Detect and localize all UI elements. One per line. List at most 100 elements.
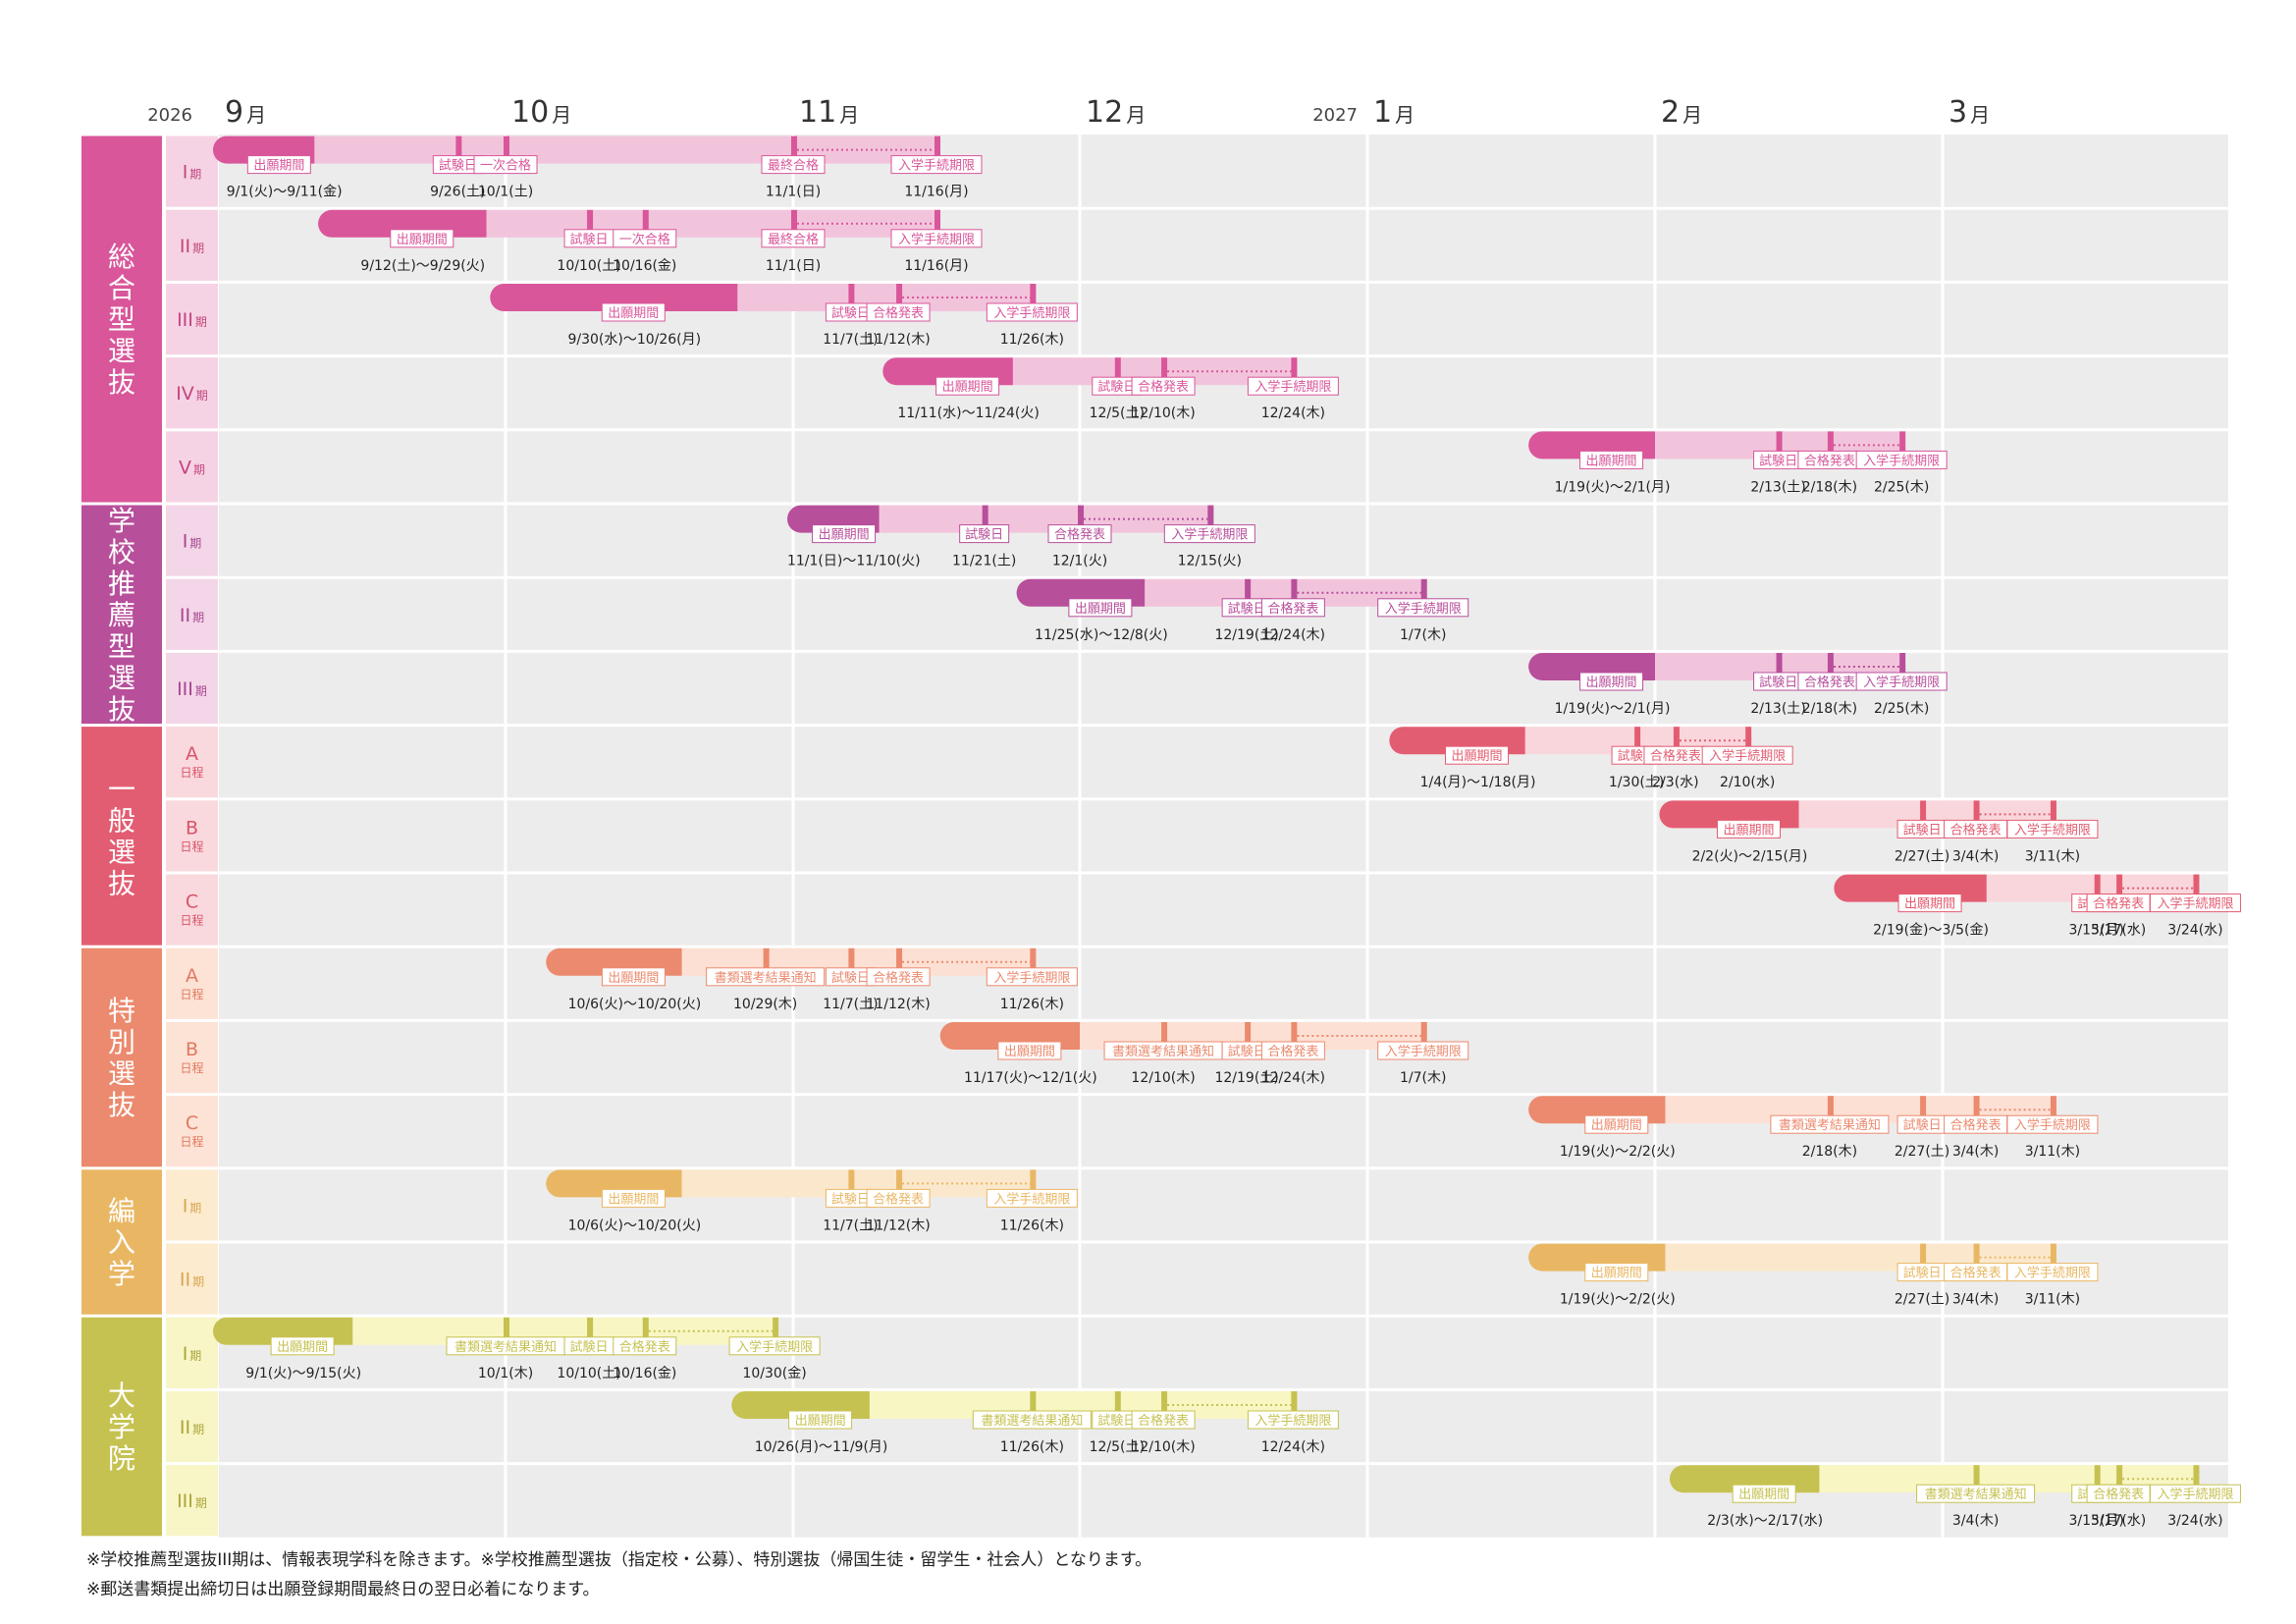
event-label-box: [1131, 376, 1196, 396]
event-marker: [1920, 1096, 1927, 1124]
event-label: 合格発表: [1804, 675, 1855, 690]
term-label: II 期: [180, 1270, 204, 1291]
event-date: 2/27(土): [1895, 848, 1949, 864]
event-label: 合格発表: [873, 970, 924, 986]
event-marker: [2050, 1096, 2056, 1124]
event-label-box: [1377, 598, 1469, 618]
event-label: 書類選考結果通知: [1779, 1117, 1881, 1133]
event-label: 合格発表: [1950, 822, 2002, 838]
event-marker: [848, 1169, 855, 1198]
event-date: 3/17(水): [2091, 923, 2146, 939]
term-suffix: 日程: [180, 1134, 203, 1149]
event-marker: [1161, 1022, 1168, 1050]
event-label-box: [1247, 1410, 1339, 1430]
event-label: 入学手続期限: [1385, 1044, 1462, 1059]
term-label: III 期: [177, 309, 207, 331]
application-label-box: [390, 229, 454, 248]
event-label: 書類選考結果通知: [981, 1413, 1083, 1429]
term-cell: [166, 800, 218, 872]
event-date: 10/10(土): [557, 258, 620, 274]
event-date: 12/15(火): [1178, 554, 1242, 569]
event-marker: [1114, 357, 1121, 386]
term-suffix: 日程: [180, 913, 203, 928]
event-label-box: [2149, 893, 2241, 913]
application-date: 9/30(水)～10/26(月): [567, 332, 701, 348]
term-cell: [166, 947, 218, 1019]
event-date: 3/15(月): [2069, 923, 2124, 939]
application-label-box: [812, 524, 877, 544]
event-marker: [1973, 1243, 1980, 1272]
event-label-box: [473, 155, 538, 175]
event-marker: [1827, 653, 1834, 680]
application-date: 1/4(月)～1/18(月): [1420, 775, 1536, 790]
event-label-box: [1855, 450, 1948, 469]
application-label: 出願期間: [942, 380, 993, 395]
event-label: 合格発表: [873, 1191, 924, 1207]
application-label: 出願期間: [819, 528, 870, 543]
event-date: 2/18(木): [1802, 701, 1857, 717]
application-label-box: [1445, 745, 1510, 765]
year-label-end: 2027: [1312, 105, 1358, 126]
event-label-box: [2006, 1263, 2099, 1282]
event-label-box: [986, 967, 1078, 987]
term-cell: [166, 578, 218, 650]
event-date: 3/4(木): [1952, 1513, 1999, 1529]
event-date: 12/24(木): [1261, 406, 1325, 421]
event-label: 入学手続期限: [1385, 601, 1462, 617]
event-date: 12/10(木): [1131, 1070, 1195, 1086]
application-label: 出願期間: [1723, 823, 1774, 838]
event-marker: [1030, 1391, 1037, 1419]
event-label: 一次合格: [619, 232, 670, 247]
event-label: 入学手続期限: [2157, 1487, 2233, 1502]
term-cell: [166, 505, 218, 576]
event-date: 9/26(土): [430, 185, 485, 200]
application-label-box: [935, 376, 1000, 396]
event-date: 11/26(木): [1000, 332, 1064, 348]
event-date: 12/5(土): [1090, 1439, 1145, 1455]
term-label: III 期: [177, 678, 207, 700]
event-label-box: [761, 155, 826, 175]
event-label: 合格発表: [1950, 1266, 2002, 1281]
application-label: 出願期間: [1591, 1267, 1642, 1281]
event-marker: [1420, 578, 1427, 607]
event-marker: [1245, 578, 1252, 607]
event-date: 10/16(金): [613, 1366, 676, 1381]
event-marker: [848, 284, 855, 311]
event-marker: [587, 209, 594, 238]
event-label: 合格発表: [1054, 527, 1105, 543]
event-marker: [1673, 727, 1680, 755]
event-marker: [896, 284, 903, 311]
application-label-box: [601, 1188, 666, 1208]
event-marker: [1973, 1465, 1980, 1493]
event-date: 10/10(土): [557, 1366, 620, 1381]
event-label: 合格発表: [1267, 1044, 1318, 1059]
application-label-box: [1068, 598, 1133, 618]
event-label: 試験日: [1903, 1117, 1942, 1133]
event-date: 2/25(木): [1874, 479, 1929, 495]
event-label: 試験日: [1097, 1413, 1136, 1429]
application-label-box: [601, 967, 666, 987]
event-label: 試験日: [1228, 1044, 1266, 1059]
application-label: 出願期間: [1586, 454, 1637, 468]
event-label: 入学手続期限: [1863, 453, 1940, 468]
event-date: 10/1(土): [478, 185, 533, 200]
event-label: 書類選考結果通知: [1112, 1044, 1214, 1059]
footnote-2: ※郵送書類提出締切日は出願登録期間最終日の翌日必着になります。: [86, 1580, 600, 1599]
event-date: 10/29(木): [733, 997, 797, 1012]
application-label: 出願期間: [1452, 749, 1503, 764]
event-marker: [763, 947, 770, 976]
event-marker: [896, 1169, 903, 1198]
event-marker: [934, 209, 940, 238]
application-label: 出願期間: [1591, 1118, 1642, 1133]
event-date: 3/4(木): [1952, 1292, 1999, 1308]
category-label: 総合型選抜: [108, 241, 135, 399]
event-label: 試験日: [570, 1339, 609, 1355]
event-label: 合格発表: [2093, 1487, 2144, 1502]
event-label: 入学手続期限: [2014, 1266, 2091, 1281]
event-marker: [1030, 947, 1037, 976]
event-date: 3/24(水): [2167, 923, 2222, 939]
term-cell: [166, 874, 218, 946]
event-date: 12/10(木): [1131, 1439, 1195, 1455]
